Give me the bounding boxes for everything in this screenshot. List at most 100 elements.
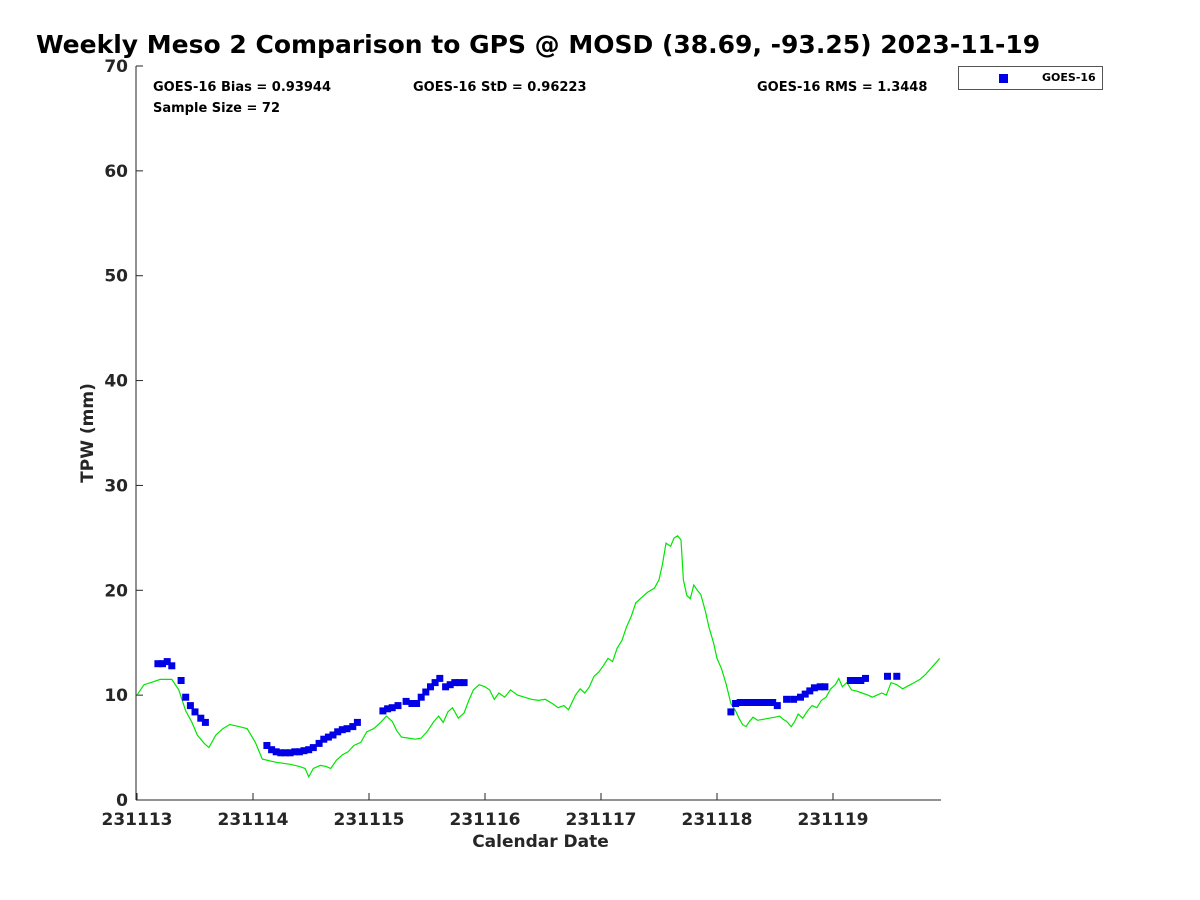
bias-stat: GOES-16 Bias = 0.93944 xyxy=(153,80,332,95)
y-tick-label: 30 xyxy=(104,476,128,496)
goes-16-point xyxy=(291,748,299,756)
goes-16-point xyxy=(159,660,166,668)
goes-16-point xyxy=(446,681,454,689)
goes-16-point xyxy=(413,700,421,707)
goes-16-point xyxy=(324,733,332,741)
goes-16-point xyxy=(755,699,763,706)
y-tick-label: 50 xyxy=(104,267,128,287)
goes-16-point xyxy=(408,700,416,707)
goes-16-point xyxy=(263,742,271,749)
goes-16-point xyxy=(852,677,860,684)
goes-16-point xyxy=(769,699,777,706)
goes-16-point xyxy=(201,718,209,726)
goes-16-point xyxy=(394,702,402,710)
goes-16-point xyxy=(282,749,289,757)
goes-16-point xyxy=(884,672,891,680)
y-tick-label: 70 xyxy=(104,57,128,77)
y-tick-label: 0 xyxy=(116,791,128,811)
goes-16-point xyxy=(759,699,767,706)
goes-16-point xyxy=(810,684,818,692)
x-tick-label: 231119 xyxy=(798,810,869,830)
goes-16-point xyxy=(277,749,285,757)
y-tick-label: 10 xyxy=(104,686,128,706)
goes-16-point xyxy=(320,735,328,743)
goes-16-point xyxy=(816,683,824,691)
goes-16-point xyxy=(862,674,869,682)
goes-16-point xyxy=(790,695,798,703)
y-tick-label: 20 xyxy=(104,581,128,601)
goes-16-point xyxy=(334,728,342,736)
goes-16-point xyxy=(295,748,303,756)
goes-16-point xyxy=(268,746,276,754)
y-tick-label: 60 xyxy=(104,162,128,182)
goes-16-point xyxy=(338,726,346,734)
x-tick-label: 231115 xyxy=(334,810,405,830)
x-tick-label: 231113 xyxy=(102,810,173,830)
y-ticks: 0 10 20 30 40 50 60 70 xyxy=(104,57,143,811)
goes-16-point xyxy=(379,707,387,715)
goes-16-point xyxy=(349,723,357,731)
series-gps-line xyxy=(136,535,941,779)
goes-16-point xyxy=(857,677,865,684)
sample-size-stat: Sample Size = 72 xyxy=(153,101,281,116)
legend-label-goes-16: GOES-16 xyxy=(1042,71,1096,84)
goes-16-point xyxy=(821,683,829,691)
goes-16-point xyxy=(436,674,444,682)
goes-16-point xyxy=(460,679,468,687)
goes-16-point xyxy=(286,749,294,757)
goes-16-point xyxy=(764,699,772,706)
goes-16-point xyxy=(300,747,308,755)
goes-16-point xyxy=(168,662,176,670)
goes-16-point xyxy=(417,693,425,701)
goes-16-point xyxy=(741,699,749,706)
goes-16-point xyxy=(427,683,434,691)
goes-16-point xyxy=(384,705,392,713)
x-tick-label: 231114 xyxy=(218,810,289,830)
goes-16-point xyxy=(197,714,205,722)
goes-16-point xyxy=(732,700,740,707)
goes-16-point xyxy=(329,731,337,739)
x-axis-title: Calendar Date xyxy=(472,832,609,852)
goes-16-point xyxy=(456,679,463,687)
goes-16-point xyxy=(191,708,199,716)
goes-16-point xyxy=(177,677,185,684)
goes-16-point xyxy=(727,708,735,716)
goes-16-point xyxy=(315,739,323,747)
goes-16-point xyxy=(797,693,804,701)
gps-line xyxy=(136,535,941,779)
x-tick-label: 231117 xyxy=(566,810,637,830)
goes-16-point xyxy=(773,702,781,710)
goes-16-point xyxy=(163,658,171,666)
goes-16-point xyxy=(343,725,351,733)
goes-16-point xyxy=(305,746,313,754)
goes-16-point xyxy=(736,699,744,706)
legend-marker-goes-16 xyxy=(999,74,1008,83)
x-tick-label: 231118 xyxy=(682,810,753,830)
goes-16-point xyxy=(846,677,854,684)
goes-16-point xyxy=(801,690,809,698)
goes-16-point xyxy=(309,744,317,752)
std-stat: GOES-16 StD = 0.96223 xyxy=(413,80,587,95)
goes-16-point xyxy=(783,695,791,703)
axes xyxy=(135,66,941,801)
rms-stat: GOES-16 RMS = 1.3448 xyxy=(757,80,928,95)
x-ticks: 231113 231114 231115 231116 231117 231118 2311… xyxy=(102,793,869,830)
goes-16-point xyxy=(431,679,439,687)
goes-16-point xyxy=(353,718,361,726)
goes-16-point xyxy=(746,699,753,706)
goes-16-point xyxy=(451,679,459,687)
x-tick-label: 231116 xyxy=(450,810,521,830)
y-tick-label: 40 xyxy=(104,372,128,392)
chart-title: Weekly Meso 2 Comparison to GPS @ MOSD (… xyxy=(36,30,1041,59)
goes-16-point xyxy=(750,699,758,706)
y-axis-title: TPW (mm) xyxy=(78,383,98,483)
goes-16-point xyxy=(154,660,162,668)
goes-16-point xyxy=(893,672,901,680)
series-goes-16 xyxy=(154,658,901,757)
goes-16-point xyxy=(806,687,814,695)
legend: GOES-16 xyxy=(958,66,1103,90)
goes-16-point xyxy=(186,702,194,710)
goes-16-point xyxy=(272,748,280,756)
goes-16-point xyxy=(422,688,430,696)
